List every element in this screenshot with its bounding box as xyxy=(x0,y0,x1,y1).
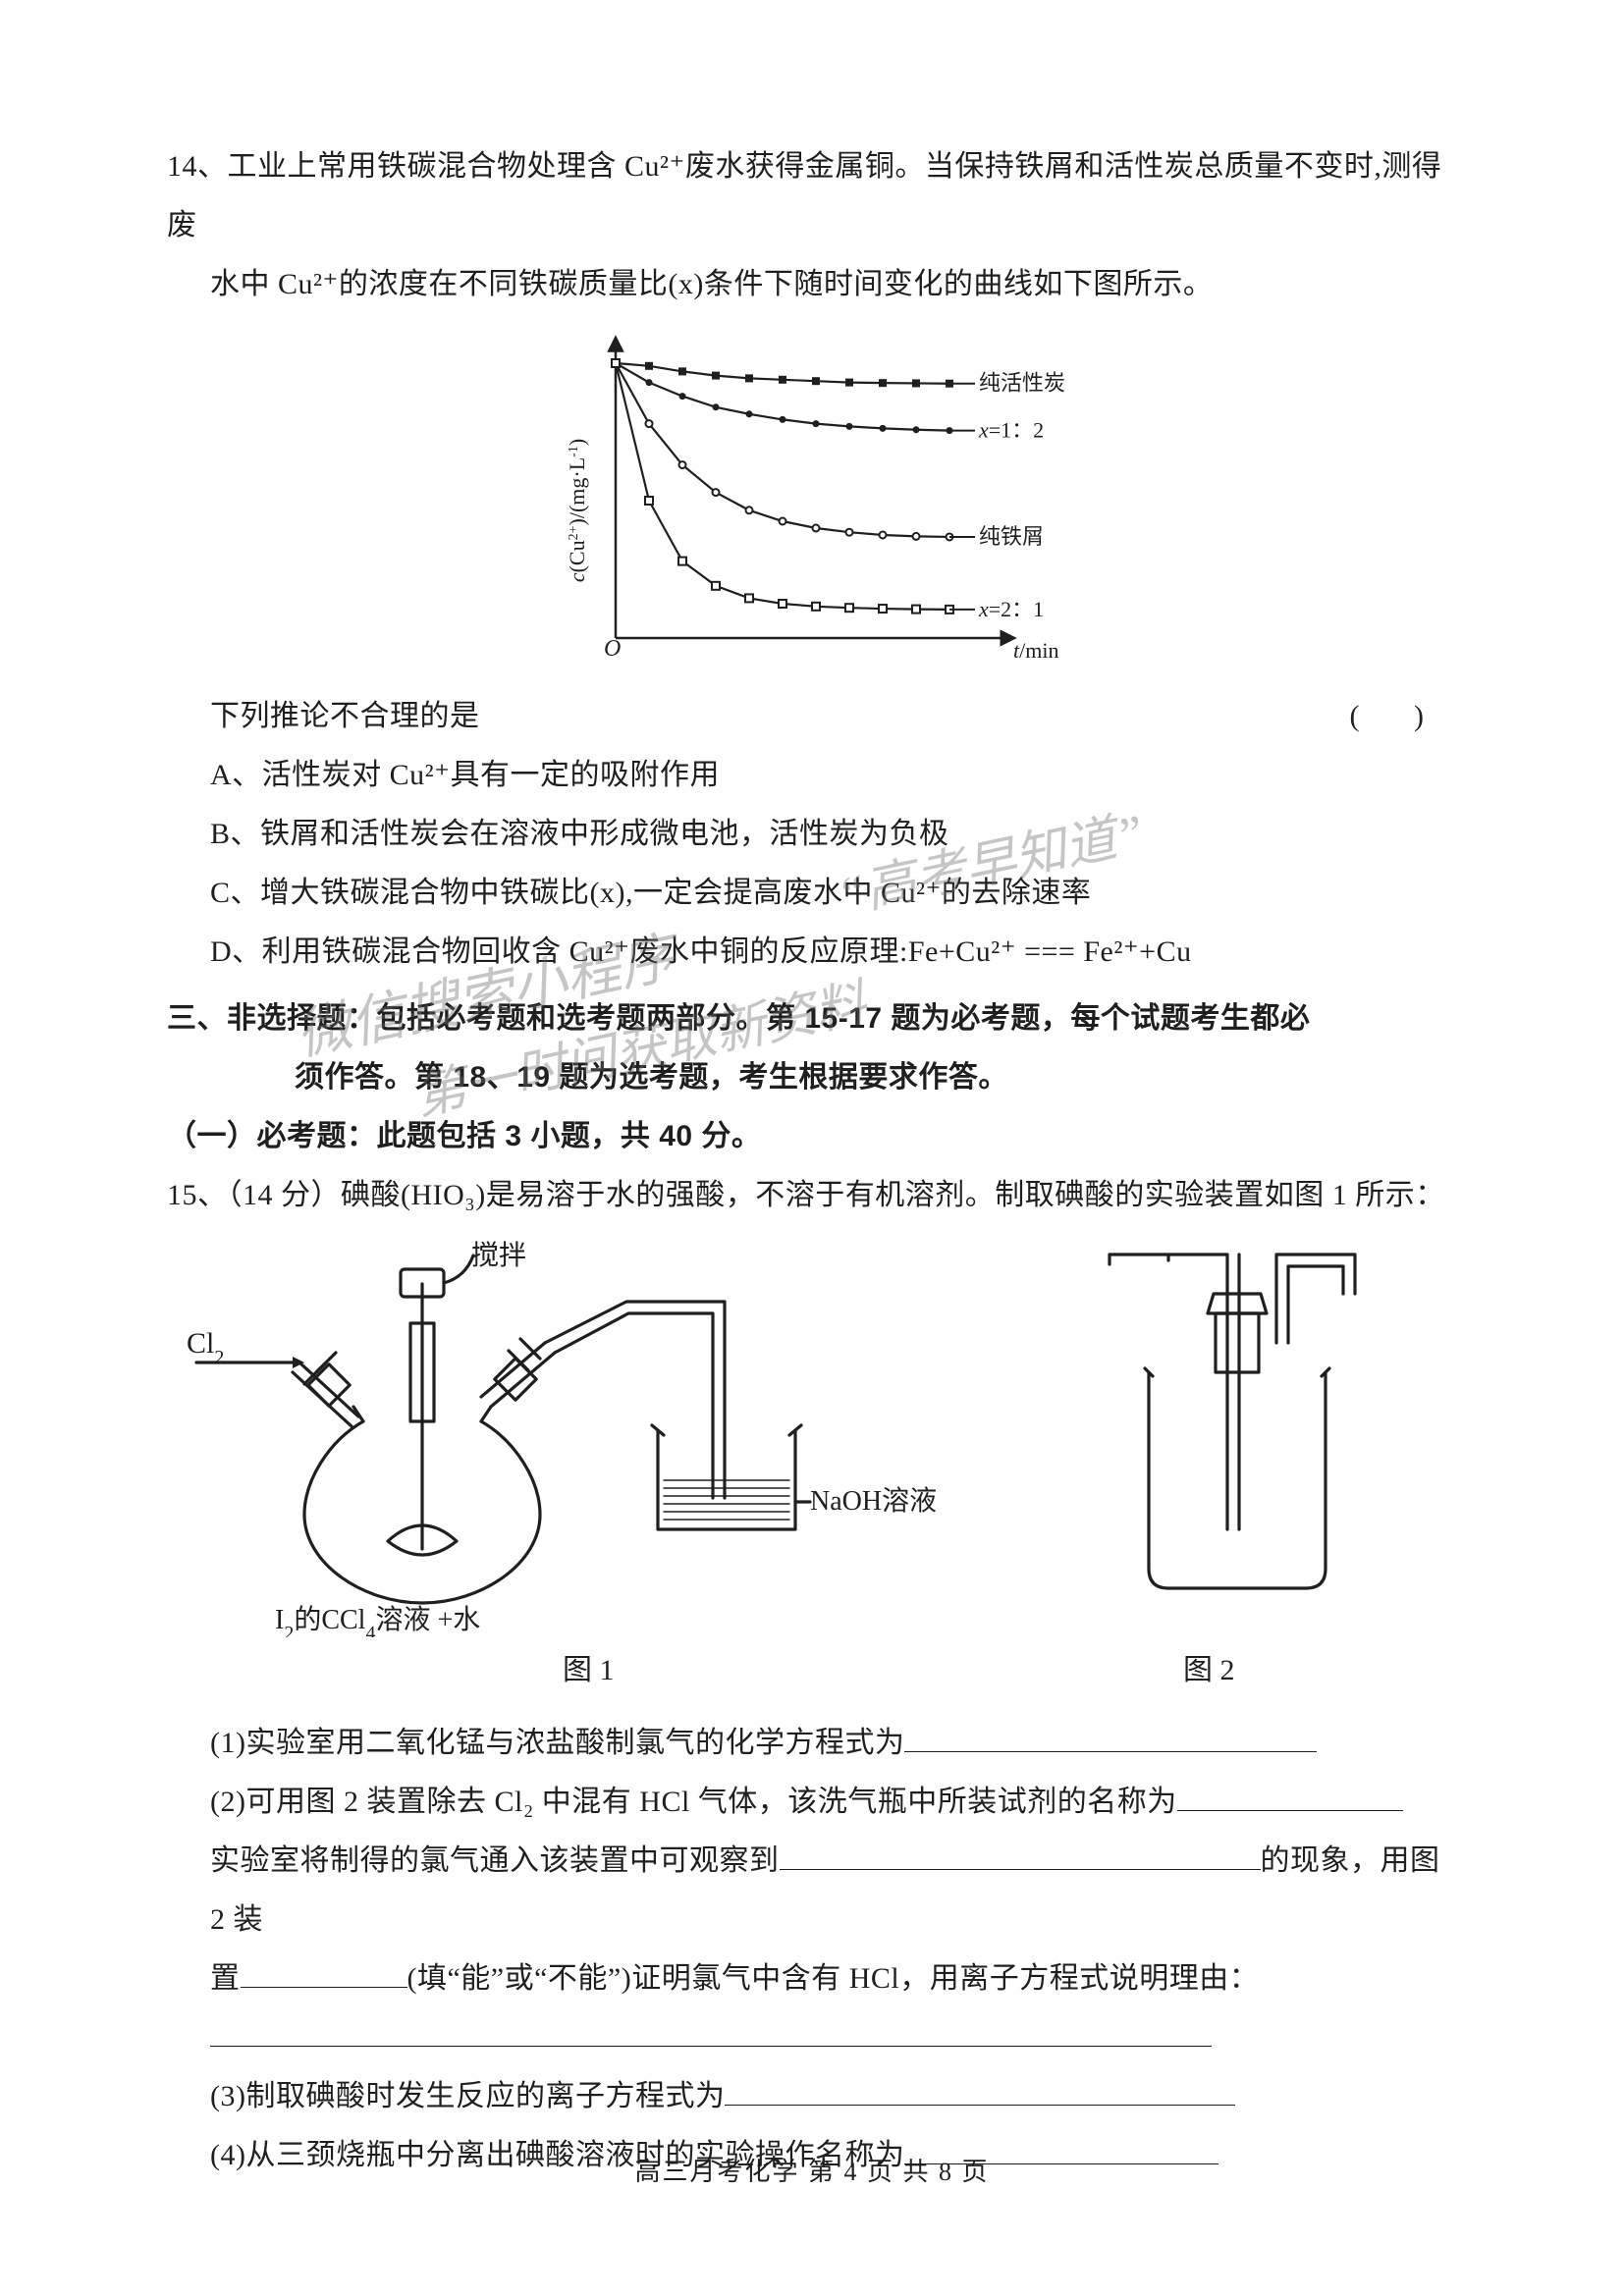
chart-series-labels: 纯活性炭 x=1：2 纯铁屑 x=2：1 xyxy=(978,371,1065,621)
q15-p2a: (2)可用图 2 装置除去 Cl₂ 中混有 HCl 气体，该洗气瓶中所装试剂的名… xyxy=(167,1773,1457,1832)
q14-stem-1: 工业上常用铁碳混合物处理含 Cu²⁺废水获得金属铜。当保持铁屑和活性炭总质量不变… xyxy=(167,150,1441,241)
q15-p2-longblank xyxy=(167,2008,1457,2067)
q14-stem-line1: 14、工业上常用铁碳混合物处理含 Cu²⁺废水获得金属铜。当保持铁屑和活性炭总质… xyxy=(167,137,1457,255)
svg-text:纯铁屑: 纯铁屑 xyxy=(979,524,1044,549)
fig1-caption: 图 1 xyxy=(167,1645,960,1688)
blank-1[interactable] xyxy=(904,1722,1317,1752)
section3-heading-l1: 三、非选择题：包括必考题和选考题两部分。第 15-17 题为必考题，每个试题考生… xyxy=(167,989,1457,1048)
q15-p2a-text: (2)可用图 2 装置除去 Cl₂ 中混有 HCl 气体，该洗气瓶中所装试剂的名… xyxy=(210,1786,1177,1818)
section3-sub1: （一）必考题：此题包括 3 小题，共 40 分。 xyxy=(167,1107,1457,1166)
q14-option-C: C、增大铁碳混合物中铁碳比(x),一定会提高废水中 Cu²⁺的去除速率 xyxy=(167,864,1457,923)
naoh-label: NaOH溶液 xyxy=(810,1485,937,1517)
svg-text:c(Cu2+)/(mg·L-1): c(Cu2+)/(mg·L-1) xyxy=(565,439,589,582)
q14-option-B: B、铁屑和活性炭会在溶液中形成微电池，活性炭为负极 xyxy=(167,805,1457,864)
q15-stem-text: （14 分）碘酸(HIO₃)是易溶于水的强酸，不溶于有机溶剂。制取碘酸的实验装置… xyxy=(228,1179,1445,1211)
q14-prompt: 下列推论不合理的是 xyxy=(210,700,480,732)
chart-series-group xyxy=(612,359,975,614)
page-footer: 高三月考化学 第 4 页 共 8 页 xyxy=(0,2152,1624,2188)
chart-xaxis-label: t/min xyxy=(1013,638,1058,663)
blank-2line[interactable] xyxy=(210,2016,1212,2047)
stir-label: 搅拌 xyxy=(471,1240,526,1271)
fig2-caption: 图 2 xyxy=(960,1645,1457,1688)
q15-apparatus-svg: Cl2 xyxy=(167,1215,1443,1637)
svg-text:x=2：1: x=2：1 xyxy=(978,597,1044,621)
q15-p2c-after: (填“能”或“不能”)证明氯气中含有 HCl，用离子方程式说明理由： xyxy=(407,1962,1260,1995)
blank-2c[interactable] xyxy=(241,1957,407,1988)
section3-heading-l2: 须作答。第 18、19 题为选考题，考生根据要求作答。 xyxy=(167,1048,1457,1107)
q14-chart: O t/min c(Cu2+)/(mg·L-1) 纯活性炭 x=1：2 纯铁屑 x=2… xyxy=(498,324,1126,677)
footer-after: 页 xyxy=(953,2158,990,2186)
chart-origin-label: O xyxy=(604,636,621,662)
q15-p2b: 实验室将制得的氯气通入该装置中可观察到的现象，用图 2 装 xyxy=(167,1832,1457,1949)
q14-number: 14、 xyxy=(167,150,228,183)
q15-p1: (1)实验室用二氧化锰与浓盐酸制氯气的化学方程式为 xyxy=(167,1714,1457,1773)
q15-p3-text: (3)制取碘酸时发生反应的离子方程式为 xyxy=(210,2080,725,2112)
footer-before: 高三月考化学 第 xyxy=(634,2158,843,2186)
flask-label: I2的CCl4溶液 +水 xyxy=(275,1604,480,1637)
blank-2b[interactable] xyxy=(780,1840,1261,1870)
svg-text:纯活性炭: 纯活性炭 xyxy=(979,371,1065,396)
q14-option-A: A、活性炭对 Cu²⁺具有一定的吸附作用 xyxy=(167,746,1457,805)
answer-bracket: ( ) xyxy=(1350,687,1457,746)
q15-p2b-before: 实验室将制得的氯气通入该装置中可观察到 xyxy=(210,1844,780,1877)
svg-text:x=1：2: x=1：2 xyxy=(978,418,1044,443)
q15-p2c: 置 (填“能”或“不能”)证明氯气中含有 HCl，用离子方程式说明理由： xyxy=(167,1949,1457,2008)
q14-stem-line2: 水中 Cu²⁺的浓度在不同铁碳质量比(x)条件下随时间变化的曲线如下图所示。 xyxy=(167,255,1457,314)
q15-apparatus-wrap: Cl2 xyxy=(167,1215,1457,1688)
q15-p3: (3)制取碘酸时发生反应的离子方程式为 xyxy=(167,2067,1457,2126)
q14-prompt-row: 下列推论不合理的是 ( ) xyxy=(167,687,1457,746)
apparatus-caption-row: 图 1 图 2 xyxy=(167,1645,1457,1688)
q15-number: 15、 xyxy=(167,1179,228,1211)
q14-option-D: D、利用铁碳混合物回收含 Cu²⁺废水中铜的反应原理:Fe+Cu²⁺ === F… xyxy=(167,923,1457,982)
content-column: 14、工业上常用铁碳混合物处理含 Cu²⁺废水获得金属铜。当保持铁屑和活性炭总质… xyxy=(167,137,1457,2185)
footer-mid: 页 共 xyxy=(858,2158,939,2186)
blank-2[interactable] xyxy=(1177,1781,1403,1811)
footer-total: 8 xyxy=(939,2158,953,2186)
blank-3[interactable] xyxy=(725,2075,1235,2106)
q15-p2c-before: 置 xyxy=(210,1962,241,1995)
footer-page-no: 4 xyxy=(843,2158,858,2186)
page: 14、工业上常用铁碳混合物处理含 Cu²⁺废水获得金属铜。当保持铁屑和活性炭总质… xyxy=(0,0,1624,2296)
q15-p1-text: (1)实验室用二氧化锰与浓盐酸制氯气的化学方程式为 xyxy=(210,1727,904,1759)
chart-yaxis-label: c(Cu2+)/(mg·L-1) xyxy=(565,439,589,582)
